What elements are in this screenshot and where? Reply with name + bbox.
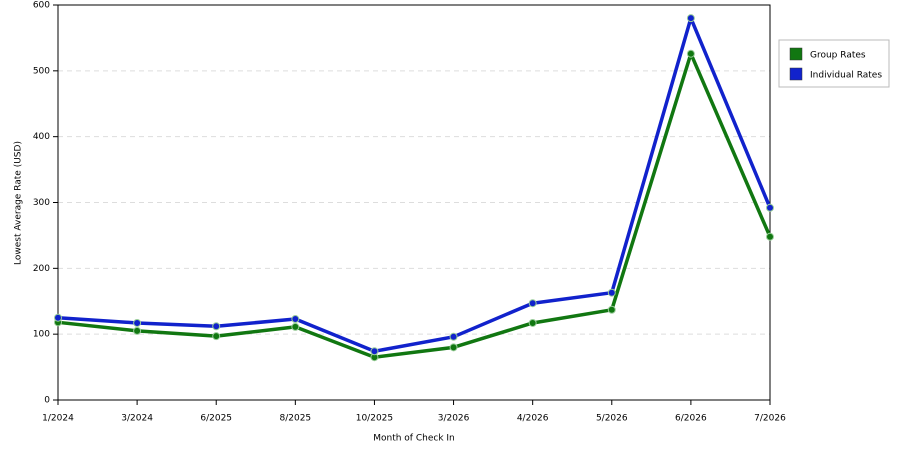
plot-frame: [57, 4, 771, 401]
legend-swatch: [789, 67, 803, 81]
y-tick-label: 0: [44, 396, 50, 406]
point: [766, 203, 774, 212]
point: [449, 343, 458, 352]
y-tick-label: 500: [33, 66, 50, 76]
point: [607, 305, 616, 314]
y-axis-label: Lowest Average Rate (USD): [14, 141, 24, 265]
legend-swatch: [789, 47, 803, 61]
series-line: [57, 16, 772, 354]
point: [212, 322, 221, 331]
point: [133, 326, 142, 335]
x-tick-label: 1/2024: [42, 414, 74, 424]
point: [449, 332, 458, 341]
point: [686, 14, 695, 23]
x-tick-label: 6/2026: [675, 414, 707, 424]
point: [370, 347, 379, 356]
y-tick-label: 400: [33, 132, 50, 142]
x-tick-label: 4/2026: [517, 414, 549, 424]
point: [291, 315, 300, 324]
y-tick-label: 600: [33, 1, 50, 11]
point: [686, 49, 695, 58]
point: [291, 322, 300, 331]
y-tick-label: 300: [33, 198, 50, 208]
y-tick-label: 100: [33, 330, 50, 340]
x-axis-label: Month of Check In: [373, 434, 455, 444]
point: [528, 318, 537, 327]
x-tick-label: 7/2026: [754, 414, 786, 424]
y-tick-label: 200: [33, 264, 50, 274]
x-tick-label: 8/2025: [279, 414, 311, 424]
point: [607, 288, 616, 297]
point: [766, 232, 774, 241]
point: [528, 299, 537, 308]
legend-label: Individual Rates: [810, 71, 882, 81]
x-tick-label: 10/2025: [356, 414, 393, 424]
x-tick-label: 5/2026: [596, 414, 628, 424]
x-tick-label: 3/2024: [121, 414, 153, 424]
series-line: [57, 51, 772, 359]
point: [133, 318, 142, 327]
point: [212, 332, 221, 341]
point: [54, 313, 62, 322]
x-tick-label: 6/2025: [200, 414, 232, 424]
legend-label: Group Rates: [810, 51, 866, 61]
x-tick-label: 3/2026: [438, 414, 470, 424]
